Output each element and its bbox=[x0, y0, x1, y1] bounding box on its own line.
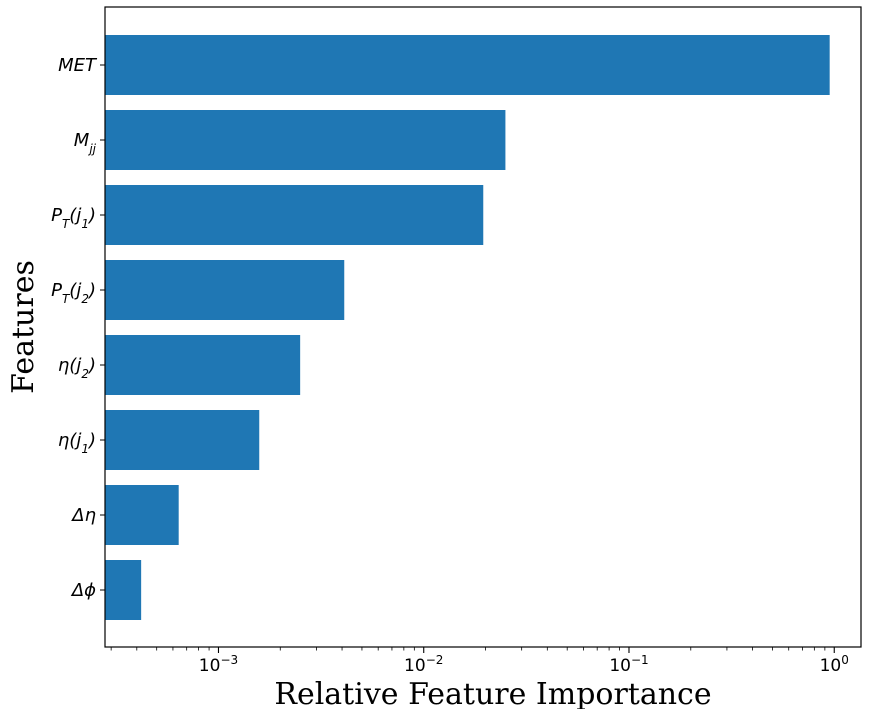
plot-frame bbox=[104, 6, 862, 648]
y-tick-label-0: MET bbox=[58, 55, 98, 76]
bar-2 bbox=[105, 185, 484, 245]
plot-area bbox=[105, 7, 861, 647]
y-tick-label-2: PT(j1) bbox=[51, 205, 96, 231]
bar-4 bbox=[105, 335, 301, 395]
x-tick-label-3: 100 bbox=[820, 653, 849, 676]
y-tick-label-5: η(j1) bbox=[58, 430, 96, 456]
bar-0 bbox=[105, 35, 830, 95]
bar-1 bbox=[105, 110, 506, 170]
y-tick-label-1: Mjj bbox=[74, 130, 97, 156]
y-axis-title: Features bbox=[6, 260, 41, 394]
y-tick-label-6: Δη bbox=[70, 505, 96, 526]
y-tick-label-3: PT(j2) bbox=[51, 280, 96, 306]
x-tick-label-2: 10−1 bbox=[609, 653, 648, 676]
y-tick-label-7: Δϕ bbox=[70, 580, 96, 601]
x-axis-title: Relative Feature Importance bbox=[274, 677, 711, 709]
bar-5 bbox=[105, 410, 260, 470]
bar-3 bbox=[105, 260, 345, 320]
x-tick-label-1: 10−2 bbox=[404, 653, 443, 676]
bar-7 bbox=[105, 560, 142, 620]
bar-6 bbox=[105, 485, 179, 545]
y-tick-label-4: η(j2) bbox=[58, 355, 96, 381]
x-tick-label-0: 10−3 bbox=[199, 653, 238, 676]
